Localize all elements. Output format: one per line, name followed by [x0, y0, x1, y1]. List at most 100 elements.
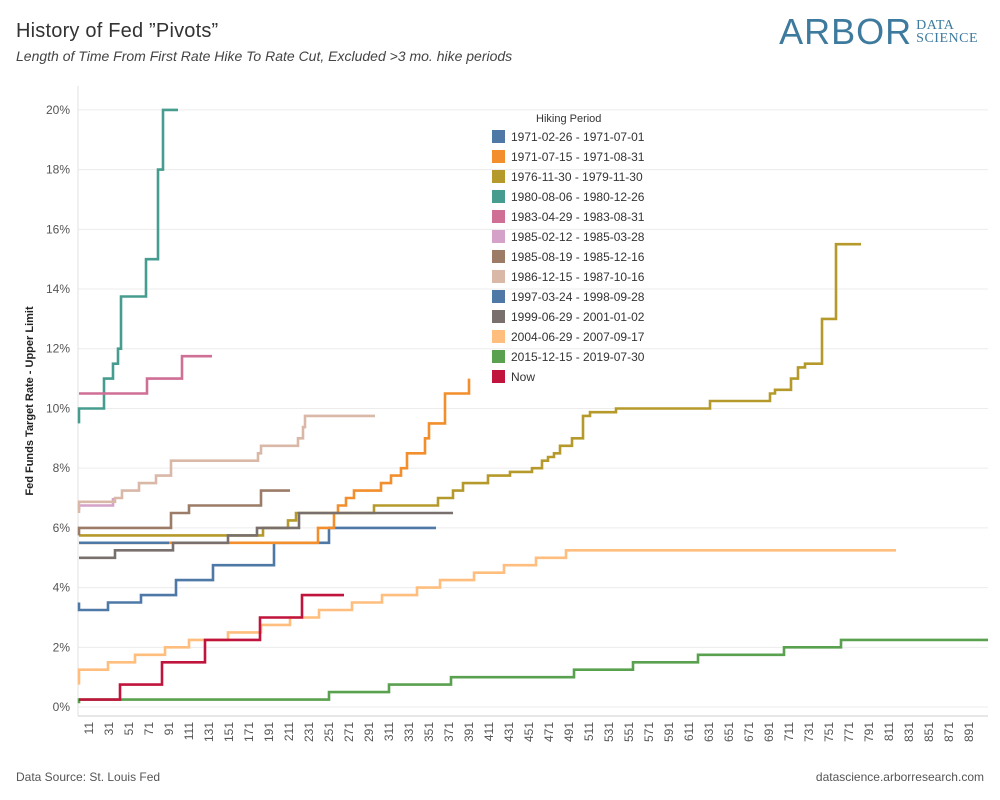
- x-tick-label: 771: [842, 722, 856, 742]
- series-line: [79, 354, 212, 395]
- x-tick-label: 111: [182, 722, 196, 741]
- y-axis: 0% 2% 4% 6% 8% 10% 12% 14% 16% 18% 20%: [46, 86, 79, 716]
- x-tick-label: 331: [402, 722, 416, 742]
- x-tick-label: 291: [362, 722, 376, 742]
- x-tick-label: 871: [942, 722, 956, 742]
- legend-label: 2004-06-29 - 2007-09-17: [511, 330, 645, 344]
- legend-label: 1971-02-26 - 1971-07-01: [511, 130, 645, 144]
- chart-subtitle: Length of Time From First Rate Hike To R…: [16, 48, 513, 64]
- chart-title: History of Fed ”Pivots”: [16, 20, 219, 42]
- legend-label: 1985-02-12 - 1985-03-28: [511, 230, 645, 244]
- series-line: [79, 593, 344, 701]
- legend-swatch: [492, 210, 505, 223]
- legend-label: 2015-12-15 - 2019-07-30: [511, 350, 645, 364]
- legend-swatch: [492, 170, 505, 183]
- legend-swatch: [492, 190, 505, 203]
- series-line: [77, 638, 988, 704]
- y-tick-label: 18%: [46, 163, 70, 177]
- x-tick-label: 171: [242, 722, 256, 742]
- y-tick-label: 20%: [46, 103, 70, 117]
- logo-main-text: ARBOR: [779, 11, 913, 52]
- legend-swatch: [492, 250, 505, 263]
- y-tick-label: 6%: [53, 521, 71, 535]
- x-tick-label: 511: [582, 722, 596, 741]
- legend-swatch: [492, 330, 505, 343]
- legend-label: 1997-03-24 - 1998-09-28: [511, 290, 645, 304]
- legend-swatch: [492, 370, 505, 383]
- y-axis-title: Fed Funds Target Rate - Upper Limit: [24, 306, 36, 496]
- x-tick-label: 631: [702, 722, 716, 742]
- legend-label: 1983-04-29 - 1983-08-31: [511, 210, 645, 224]
- y-tick-label: 10%: [46, 401, 70, 415]
- x-tick-label: 711: [782, 722, 796, 741]
- x-tick-label: 91: [162, 722, 176, 736]
- x-tick-label: 571: [642, 722, 656, 742]
- legend-swatch: [492, 310, 505, 323]
- series-lines: [77, 108, 988, 704]
- arbor-logo: ARBOR DATA SCIENCE: [779, 14, 978, 50]
- x-tick-label: 551: [622, 722, 636, 742]
- legend-swatch: [492, 270, 505, 283]
- legend: Hiking Period 1971-02-26 - 1971-07-01 1971…: [492, 113, 645, 384]
- series-line: [77, 489, 290, 536]
- x-tick-label: 251: [322, 722, 336, 742]
- legend-label: 1980-08-06 - 1980-12-26: [511, 190, 645, 204]
- website-link[interactable]: datascience.arborresearch.com: [815, 770, 984, 784]
- legend-swatch: [492, 230, 505, 243]
- x-tick-label: 351: [422, 722, 436, 742]
- x-tick-label: 431: [502, 722, 516, 742]
- x-tick-label: 391: [462, 722, 476, 742]
- x-tick-label: 11: [82, 722, 96, 735]
- x-tick-label: 471: [542, 722, 556, 742]
- legend-label: 1986-12-15 - 1987-10-16: [511, 270, 645, 284]
- x-tick-label: 151: [222, 722, 236, 742]
- x-tick-label: 211: [282, 722, 296, 741]
- x-tick-label: 831: [902, 722, 916, 742]
- y-tick-label: 2%: [53, 640, 71, 654]
- x-tick-label: 731: [802, 722, 816, 742]
- series-line: [77, 498, 115, 510]
- x-tick-label: 191: [262, 722, 276, 742]
- x-tick-label: 31: [102, 722, 116, 736]
- legend-label: Now: [511, 370, 535, 384]
- logo-sub-text: DATA SCIENCE: [916, 19, 978, 46]
- y-tick-label: 16%: [46, 222, 70, 236]
- x-tick-label: 231: [302, 722, 316, 742]
- series-line: [77, 414, 375, 513]
- x-tick-label: 671: [742, 722, 756, 742]
- x-tick-label: 371: [442, 722, 456, 742]
- x-tick-label: 791: [862, 722, 876, 742]
- x-tick-label: 531: [602, 722, 616, 742]
- x-tick-label: 651: [722, 722, 736, 742]
- x-tick-label: 811: [882, 722, 896, 741]
- series-line: [77, 549, 896, 685]
- x-tick-label: 491: [562, 722, 576, 742]
- x-tick-label: 131: [202, 722, 216, 742]
- x-tick-label: 851: [922, 722, 936, 742]
- x-tick-label: 411: [482, 722, 496, 741]
- y-tick-label: 14%: [46, 282, 70, 296]
- series-line: [79, 378, 471, 545]
- x-tick-label: 451: [522, 722, 536, 742]
- x-tick-label: 311: [382, 722, 396, 741]
- x-tick-label: 691: [762, 722, 776, 742]
- series-line: [79, 242, 861, 537]
- x-tick-label: 591: [662, 722, 676, 742]
- data-source: Data Source: St. Louis Fed: [16, 770, 161, 784]
- legend-label: 1999-06-29 - 2001-01-02: [511, 310, 645, 324]
- x-tick-label: 751: [822, 722, 836, 742]
- legend-swatch: [492, 150, 505, 163]
- y-tick-label: 4%: [53, 581, 71, 595]
- x-axis: 11 31 51 71 91 111 131 151 171 191 211 231 251 271 291…: [78, 715, 988, 742]
- x-tick-label: 51: [122, 722, 136, 736]
- x-tick-label: 71: [142, 722, 156, 736]
- legend-swatch: [492, 350, 505, 363]
- legend-label: 1971-07-15 - 1971-08-31: [511, 150, 645, 164]
- x-tick-label: 891: [962, 722, 976, 742]
- logo-sub-bottom: SCIENCE: [916, 31, 978, 46]
- legend-swatch: [492, 290, 505, 303]
- y-tick-label: 8%: [53, 461, 71, 475]
- legend-title: Hiking Period: [536, 113, 601, 125]
- y-tick-label: 0%: [53, 700, 71, 714]
